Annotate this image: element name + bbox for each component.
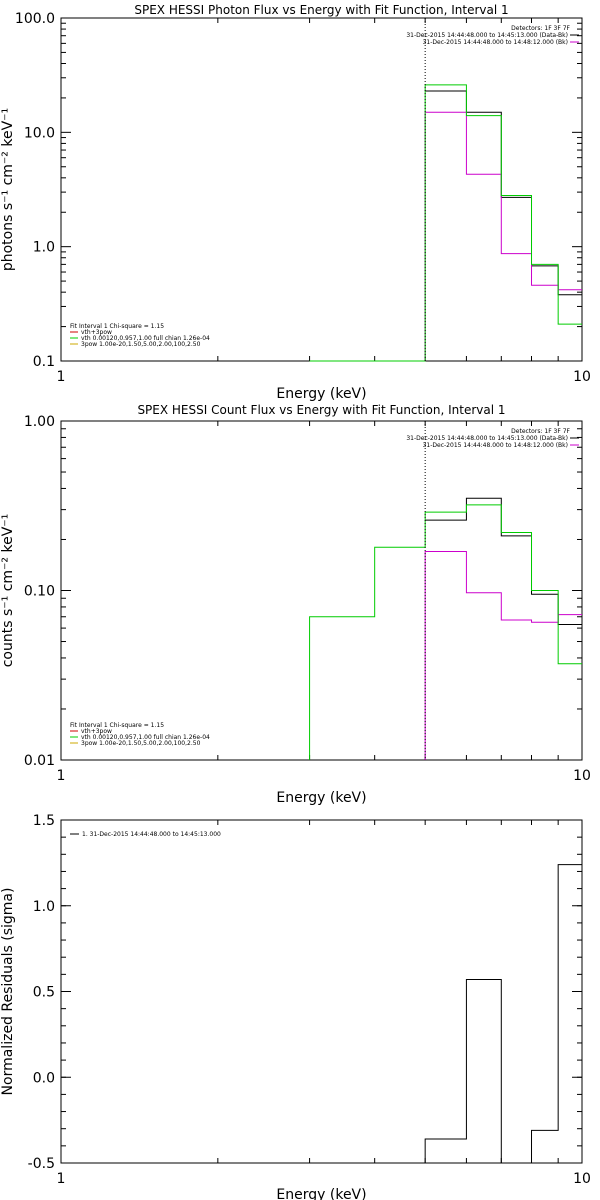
y-tick-label: 0.5 [33,985,55,1001]
chart-title: SPEX HESSI Photon Flux vs Energy with Fi… [134,3,508,17]
plot-frame [60,819,583,1164]
legend-header: Fit Interval 1 Chi-square = 1.15 [70,323,164,330]
legend-bottom-left: Fit Interval 1 Chi-square = 1.15vth+3pow… [70,722,210,747]
x-tick-label: 10 [573,768,591,784]
legend-header: Detectors: 1F 3F 7F [511,428,570,435]
y-tick-label: 100.0 [15,11,55,27]
x-tick-label: 10 [573,1171,591,1187]
x-axis-label: Energy (keV) [276,386,366,402]
legend-header: Fit Interval 1 Chi-square = 1.15 [70,722,164,729]
x-axis-label: Energy (keV) [276,1187,366,1200]
plot-area [309,18,582,362]
y-tick-label: 0.0 [33,1070,55,1086]
y-tick-label: 1.00 [24,414,55,430]
x-axis-label: Energy (keV) [276,790,366,806]
chart-panel-3: 1 10 -0.5 0.0 0.5 1.0 1.5 Energy (keV) Normalize… [0,813,591,1200]
x-tick-label: 10 [573,369,591,385]
legend-item-label: 31-Dec-2015 14:44:48.000 to 14:48:12.000… [423,39,568,46]
legend-item-label: 3pow 1.00e-20,1.50,5.00,2.00,100,2.50 [81,341,201,348]
legend-item-label: 31-Dec-2015 14:44:48.000 to 14:48:12.000… [423,442,568,449]
y-axis-label: counts s⁻¹ cm⁻² keV⁻¹ [0,514,16,668]
legend-top-left: 1. 31-Dec-2015 14:44:48.000 to 14:45:13.… [70,831,221,838]
y-tick-label: 0.1 [33,354,55,370]
data-series-1 [424,864,582,1164]
legend-header: Detectors: 1F 3F 7F [511,25,570,32]
y-tick-label: 1.0 [33,240,55,256]
y-axis-label: photons s⁻¹ cm⁻² keV⁻¹ [0,108,16,271]
plot-area [424,864,582,1164]
legend-bottom-left: Fit Interval 1 Chi-square = 1.15vth+3pow… [70,323,210,348]
legend-item-label: vth 0.00120,0.957,1.00 full chian 1.26e-… [81,734,210,741]
legend-item-label: vth+3pow [81,329,112,336]
legend-item-label: vth+3pow [81,728,112,735]
y-tick-label: 1.5 [33,813,55,829]
legend-item-label: vth 0.00120,0.957,1.00 full chian 1.26e-… [81,335,210,342]
legend-item-label: 31-Dec-2015 14:44:48.000 to 14:45:13.000… [406,435,568,442]
y-tick-label: 0.01 [24,753,55,769]
chart-panel-2: SPEX HESSI Count Flux vs Energy with Fit… [0,403,591,806]
data-series-3 [309,84,582,362]
y-tick-label: 0.10 [24,584,55,600]
plot-frame [60,17,583,362]
y-tick-label: 10.0 [24,125,55,141]
plot-frame [60,420,583,761]
x-tick-label: 1 [57,768,66,784]
x-tick-label: 1 [57,1171,66,1187]
y-tick-label: 1.0 [33,899,55,915]
data-series-3 [309,504,582,760]
legend-item-label: 31-Dec-2015 14:44:48.000 to 14:45:13.000… [406,32,568,39]
chart-title: SPEX HESSI Count Flux vs Energy with Fit… [137,403,505,417]
legend-item-label: 1. 31-Dec-2015 14:44:48.000 to 14:45:13.… [82,831,221,838]
x-tick-label: 1 [57,369,66,385]
y-tick-label: -0.5 [28,1156,55,1172]
chart-panel-1: SPEX HESSI Photon Flux vs Energy with Fi… [0,3,591,402]
legend-item-label: 3pow 1.00e-20,1.50,5.00,2.00,100,2.50 [81,740,201,747]
plot-area [309,421,582,760]
y-axis-label: Normalized Residuals (sigma) [0,888,16,1096]
